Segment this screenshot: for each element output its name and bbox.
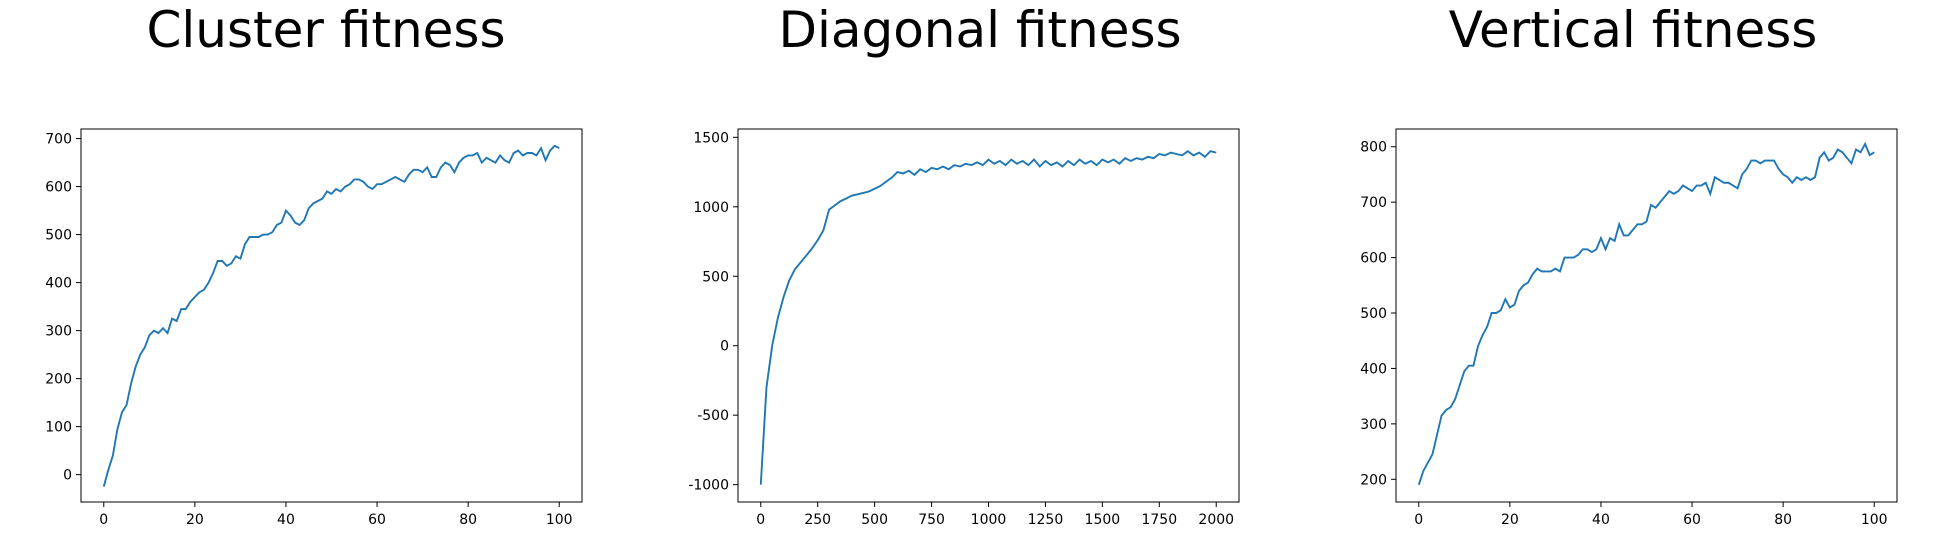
y-tick-label: 500 bbox=[45, 228, 72, 244]
y-tick-label: 300 bbox=[45, 324, 72, 340]
y-tick-label: 500 bbox=[1360, 306, 1387, 322]
y-tick-label: 700 bbox=[45, 132, 72, 148]
y-tick-label: 400 bbox=[45, 276, 72, 292]
y-tick-label: 0 bbox=[63, 468, 72, 484]
x-tick-label: 40 bbox=[1592, 512, 1610, 528]
x-tick-label: 100 bbox=[1861, 512, 1888, 528]
y-tick-label: 800 bbox=[1360, 140, 1387, 156]
x-tick-label: 2000 bbox=[1198, 512, 1234, 528]
y-tick-label: -500 bbox=[697, 408, 729, 424]
x-tick-label: 20 bbox=[1501, 512, 1519, 528]
x-tick-label: 1500 bbox=[1085, 512, 1121, 528]
axes-frame bbox=[737, 128, 1240, 503]
chart-title: Vertical fitness bbox=[1449, 1, 1818, 59]
y-tick-label: 100 bbox=[45, 420, 72, 436]
x-tick-label: 0 bbox=[99, 512, 108, 528]
axes-frame bbox=[80, 128, 583, 503]
chart-title: Diagonal fitness bbox=[778, 1, 1181, 59]
data-line bbox=[1417, 141, 1875, 486]
y-tick-label: 400 bbox=[1360, 361, 1387, 377]
y-tick-label: 1000 bbox=[693, 200, 729, 216]
y-tick-label: 600 bbox=[45, 180, 72, 196]
x-tick-label: 80 bbox=[459, 512, 477, 528]
x-tick-label: 250 bbox=[804, 512, 831, 528]
x-tick-label: 500 bbox=[861, 512, 888, 528]
x-tick-label: 750 bbox=[918, 512, 945, 528]
x-tick-label: 20 bbox=[186, 512, 204, 528]
x-tick-label: 80 bbox=[1774, 512, 1792, 528]
y-tick-label: 700 bbox=[1360, 195, 1387, 211]
x-tick-label: 1750 bbox=[1141, 512, 1177, 528]
y-tick-label: 300 bbox=[1360, 417, 1387, 433]
y-tick-label: 200 bbox=[1360, 472, 1387, 488]
axes-frame bbox=[1395, 128, 1898, 503]
y-tick-label: -1000 bbox=[688, 478, 729, 494]
x-tick-label: 40 bbox=[277, 512, 295, 528]
y-tick-label: 500 bbox=[702, 269, 729, 285]
x-tick-label: 60 bbox=[368, 512, 386, 528]
x-tick-label: 1000 bbox=[971, 512, 1007, 528]
x-tick-label: 100 bbox=[546, 512, 573, 528]
x-tick-label: 1250 bbox=[1028, 512, 1064, 528]
chart-title: Cluster fitness bbox=[146, 1, 505, 59]
y-tick-label: 0 bbox=[720, 339, 729, 355]
x-tick-label: 0 bbox=[756, 512, 765, 528]
data-line bbox=[102, 144, 560, 487]
data-line bbox=[759, 150, 1217, 485]
y-tick-label: 600 bbox=[1360, 251, 1387, 267]
y-tick-label: 1500 bbox=[693, 130, 729, 146]
y-tick-label: 200 bbox=[45, 372, 72, 388]
x-tick-label: 60 bbox=[1683, 512, 1701, 528]
x-tick-label: 0 bbox=[1414, 512, 1423, 528]
